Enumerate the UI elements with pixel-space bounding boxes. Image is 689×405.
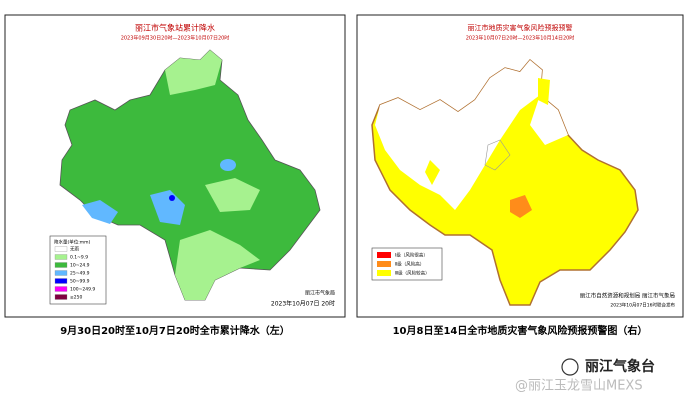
legend-label: 25~49.9 <box>70 271 90 277</box>
legend-title: 降水量(单位:mm) <box>54 239 91 246</box>
left-subtitle: 2023年09月30日20时—2023年10月07日20时 <box>121 35 230 42</box>
left-date: 2023年10月07日 20时 <box>271 300 335 308</box>
left-caption: 9月30日20时至10月7日20时全市累计降水（左） <box>60 324 290 337</box>
legend-label: Ⅲ级（风险较高） <box>395 270 430 277</box>
legend-swatch <box>54 270 68 276</box>
blue-patch <box>220 159 236 171</box>
legend-swatch <box>377 261 391 267</box>
legend-swatch <box>54 254 68 260</box>
left-title: 丽江市气象站累计降水 <box>135 23 215 33</box>
legend-label: 0.1~9.9 <box>70 255 88 261</box>
yellow-patch <box>425 160 440 185</box>
watermark-account: 丽江气象台 <box>585 358 655 375</box>
yellow-patch <box>538 78 550 105</box>
right-caption: 10月8日至14日全市地质灾害气象风险预报预警图（右） <box>393 324 648 337</box>
legend-label: 10~24.9 <box>70 263 90 269</box>
legend-label: Ⅱ级（风险高） <box>395 261 424 268</box>
white-area <box>375 60 542 210</box>
legend-items: 无雨 0.1~9.9 10~24.9 25~49.9 50~99.9 100~249.9 ≥… <box>54 246 95 301</box>
blue-spot <box>169 195 175 201</box>
legend-swatch <box>377 270 391 276</box>
legend-swatch <box>377 252 391 258</box>
legend-label: 100~249.9 <box>70 287 95 293</box>
legend-swatch <box>54 294 68 300</box>
orange-patch <box>510 195 532 218</box>
right-date: 2023年10月07日16时联合发布 <box>610 302 675 309</box>
legend-items: Ⅰ级（风险很高） Ⅱ级（风险高） Ⅲ级（风险较高） <box>377 252 430 277</box>
legend-swatch <box>54 286 68 292</box>
legend-label: Ⅰ级（风险很高） <box>395 252 428 259</box>
legend-swatch <box>54 278 68 284</box>
district-line <box>484 139 511 171</box>
legend-swatch <box>54 246 68 252</box>
legend-swatch <box>54 262 68 268</box>
left-legend <box>49 235 107 305</box>
legend-label: ≥250 <box>70 295 82 301</box>
watermark-handle: @丽江玉龙雪山MEXS <box>515 379 643 394</box>
legend-label: 50~99.9 <box>70 279 90 285</box>
watermark-icon <box>561 358 579 376</box>
light-patch <box>205 178 260 212</box>
light-patch <box>165 50 222 95</box>
left-issuer: 丽江市气象局 <box>305 290 335 297</box>
right-issuer: 丽江市自然资源和规划局 丽江市气象局 <box>580 292 675 300</box>
blue-patch <box>82 200 118 224</box>
blue-patch <box>150 190 185 225</box>
legend-label: 无雨 <box>70 247 79 253</box>
white-area <box>530 95 568 145</box>
right-title: 丽江市地质灾害气象风险预报预警 <box>468 23 573 32</box>
light-patch <box>175 230 260 300</box>
right-subtitle: 2023年10月07日20时—2023年10月14日20时 <box>466 35 575 42</box>
